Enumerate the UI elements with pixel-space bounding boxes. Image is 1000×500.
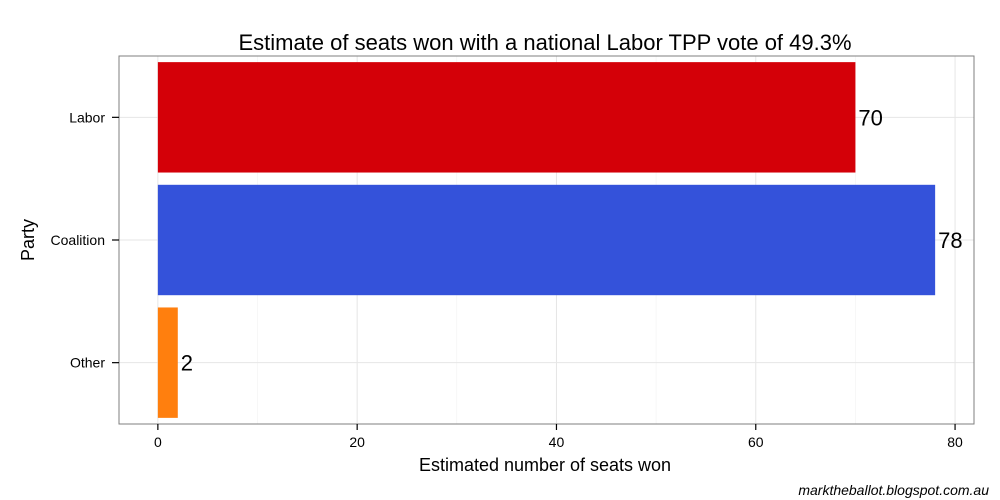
- plot-area: 70 78 2 Labor Coalition Other 0 20 40 60 80: [51, 55, 975, 450]
- x-tick-label: 20: [349, 434, 365, 450]
- chart-title: Estimate of seats won with a national La…: [238, 30, 851, 55]
- bar-coalition: [157, 184, 936, 296]
- data-label-coalition: 78: [938, 228, 962, 253]
- y-tick-label-other: Other: [70, 355, 105, 371]
- x-tick-label: 40: [549, 434, 565, 450]
- x-tick-label: 80: [947, 434, 963, 450]
- y-tick-label-coalition: Coalition: [51, 232, 105, 248]
- bar-other: [157, 307, 178, 418]
- data-label-labor: 70: [858, 105, 882, 130]
- x-tick-label: 60: [748, 434, 764, 450]
- y-axis-title: Party: [18, 219, 38, 261]
- data-label-other: 2: [181, 351, 193, 376]
- source-credit: marktheballot.blogspot.com.au: [798, 482, 989, 498]
- bar-labor: [157, 62, 856, 173]
- x-axis-title: Estimated number of seats won: [419, 455, 671, 475]
- x-tick-label: 0: [154, 434, 162, 450]
- y-tick-label-labor: Labor: [69, 109, 105, 125]
